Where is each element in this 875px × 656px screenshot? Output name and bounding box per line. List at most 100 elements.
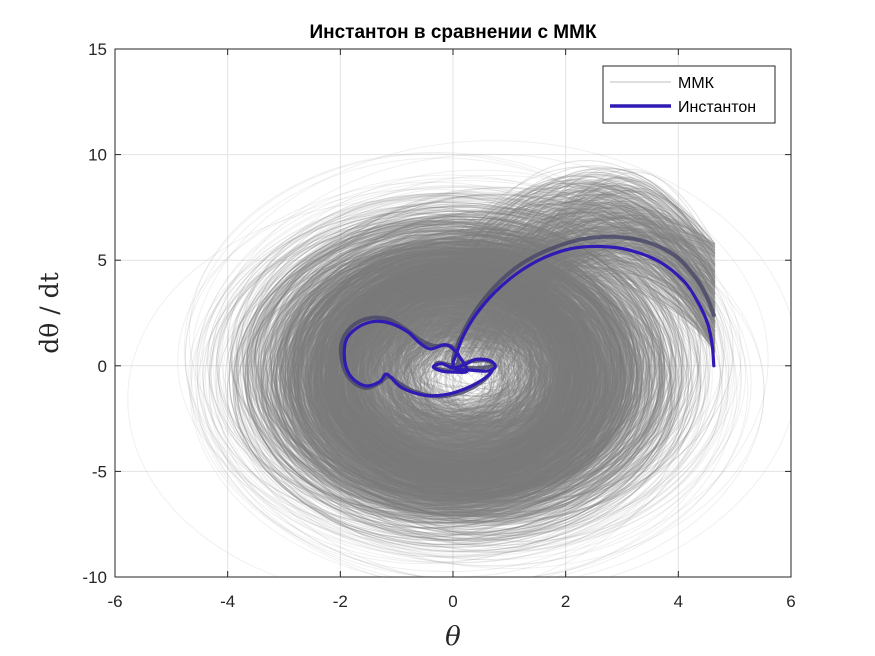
mmk-trajectory: [316, 264, 589, 462]
mmk-trajectory: [342, 289, 603, 477]
mmk-trajectory: [317, 247, 612, 478]
mmk-trajectory: [420, 287, 622, 464]
mmk-trajectory: [310, 286, 562, 452]
mmk-trajectory: [371, 247, 678, 476]
mmk-trajectory: [435, 169, 716, 356]
mmk-trajectory: [239, 221, 684, 524]
mmk-trajectory: [328, 281, 557, 441]
mmk-trajectory: [304, 232, 650, 496]
mmk-trajectory: [404, 321, 563, 439]
mmk-trajectory: [287, 260, 601, 499]
mmk-trajectory: [261, 272, 569, 518]
mmk-trajectory: [312, 261, 613, 470]
mmk-trajectory: [356, 315, 583, 470]
mmk-trajectory: [414, 315, 589, 422]
mmk-trajectory: [303, 316, 535, 488]
mmk-trajectory: [349, 309, 507, 434]
mmk-trajectory: [395, 275, 571, 414]
chart-title: Инстантон в сравнении с ММК: [309, 22, 597, 43]
mmk-trajectory: [196, 177, 731, 558]
mmk-trajectory: [332, 286, 561, 445]
mmk-trajectory: [395, 305, 552, 437]
mmk-trajectory: [291, 265, 571, 470]
mmk-trajectory: [376, 293, 536, 421]
mmk-trajectory: [399, 258, 716, 374]
mmk-trajectory: [373, 258, 584, 418]
mmk-trajectory: [188, 151, 684, 518]
mmk-trajectory: [419, 310, 598, 443]
mmk-trajectory: [287, 208, 730, 549]
mmk-trajectory: [338, 319, 597, 504]
mmk-trajectory: [336, 259, 641, 472]
mmk-trajectory: [381, 289, 623, 442]
mmk-trajectory: [367, 313, 548, 468]
mmk-trajectory: [386, 322, 573, 445]
mmk-trajectory: [347, 310, 546, 467]
mmk-trajectory: [297, 239, 647, 485]
mmk-trajectory: [278, 241, 656, 508]
mmk-trajectory: [390, 331, 510, 450]
mmk-trajectory: [339, 329, 550, 497]
mmk-trajectory: [308, 278, 588, 509]
mmk-trajectory: [375, 299, 571, 426]
mmk-trajectory: [340, 291, 597, 458]
mmk-trajectory: [353, 314, 502, 408]
mmk-trajectory: [285, 254, 621, 493]
mmk-trajectory: [332, 310, 532, 449]
mmk-trajectory: [307, 212, 701, 488]
mmk-trajectory: [377, 258, 589, 428]
mmk-trajectory: [419, 335, 537, 441]
mmk-trajectory: [398, 347, 555, 450]
mmk-trajectory: [307, 228, 688, 517]
mmk-trajectory: [345, 302, 591, 475]
mmk-trajectory: [414, 266, 716, 352]
mmk-trajectory: [343, 313, 546, 466]
mmk-trajectory: [350, 263, 608, 457]
mmk-trajectory: [339, 283, 554, 446]
mmk-trajectory: [310, 290, 512, 420]
mmk-trajectory: [430, 320, 582, 438]
mmk-trajectory: [333, 286, 601, 464]
mmk-trajectory: [350, 302, 534, 445]
mmk-trajectory: [325, 288, 560, 465]
mmk-trajectory: [416, 313, 575, 454]
mmk-trajectory: [291, 272, 612, 477]
mmk-trajectory: [389, 334, 564, 475]
mmk-trajectory: [316, 241, 627, 482]
mmk-trajectory: [385, 312, 535, 429]
mmk-trajectory: [358, 288, 576, 467]
mmk-trajectory: [423, 324, 600, 452]
mmk-trajectory: [370, 251, 661, 447]
mmk-trajectory: [391, 333, 551, 446]
mmk-trajectory: [355, 309, 565, 467]
mmk-trajectory: [275, 244, 623, 501]
mmk-trajectory: [343, 327, 520, 446]
mmk-trajectory: [293, 236, 653, 511]
mmk-trajectory: [372, 299, 623, 481]
mmk-trajectory: [331, 274, 550, 436]
mmk-trajectory: [309, 315, 553, 470]
mmk-trajectory: [285, 263, 591, 489]
mmk-trajectory: [373, 325, 552, 464]
mmk-trajectory: [363, 262, 647, 480]
mmk-trajectory: [342, 301, 552, 482]
mmk-trajectory: [349, 285, 627, 497]
mmk-trajectory: [302, 247, 599, 466]
mmk-trajectory: [443, 251, 716, 335]
mmk-trajectory: [314, 266, 540, 449]
mmk-trajectory: [280, 262, 567, 495]
mmk-trajectory: [311, 264, 613, 501]
mmk-trajectory: [347, 264, 622, 446]
mmk-trajectory: [390, 343, 540, 433]
mmk-trajectory: [390, 202, 716, 364]
mmk-trajectory: [386, 309, 522, 406]
mmk-trajectory: [323, 294, 559, 458]
mmk-trajectory: [354, 274, 594, 451]
mmk-trajectory: [384, 305, 550, 432]
mmk-trajectory: [329, 234, 672, 491]
mmk-trajectory: [188, 206, 687, 548]
mmk-trajectory: [360, 299, 558, 450]
mmk-trajectory: [261, 261, 576, 492]
mmk-trajectory: [354, 302, 564, 434]
mmk-trajectory: [334, 279, 574, 481]
